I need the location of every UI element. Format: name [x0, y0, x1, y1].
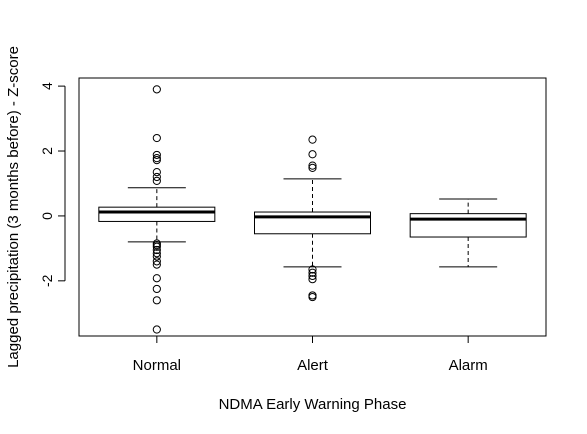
- outlier-point: [152, 257, 161, 266]
- outlier-point: [152, 156, 161, 165]
- outlier-point: [152, 252, 161, 261]
- box-alert: [254, 135, 371, 302]
- outlier-point: [308, 135, 317, 144]
- x-axis-label: NDMA Early Warning Phase: [219, 396, 407, 413]
- outlier-point: [152, 176, 161, 185]
- outlier-point: [152, 85, 161, 94]
- y-tick-label: 2: [39, 147, 55, 155]
- outlier-point: [308, 161, 317, 170]
- iqr-box: [409, 213, 527, 238]
- outlier-point: [308, 268, 317, 277]
- outlier-point: [308, 265, 317, 274]
- outlier-point: [152, 284, 161, 294]
- outlier-point: [308, 291, 317, 300]
- iqr-box: [254, 211, 371, 235]
- box-group: [98, 85, 527, 334]
- y-tick-label: 0: [39, 212, 55, 220]
- outlier-point: [152, 260, 161, 269]
- outlier-point: [152, 150, 161, 160]
- x-tick-label: Alert: [297, 357, 329, 374]
- outlier-point: [152, 168, 161, 177]
- outlier-point: [308, 292, 317, 302]
- iqr-box: [98, 206, 216, 222]
- y-axis-label: Lagged precipitation (3 months before) -…: [5, 46, 22, 368]
- x-tick-label: Normal: [133, 357, 181, 374]
- y-axis: -2 0 2 4: [39, 82, 66, 287]
- y-tick-label: -2: [39, 274, 55, 287]
- box-normal: [98, 85, 216, 334]
- box-alarm: [409, 198, 527, 268]
- x-axis: Normal Alert Alarm: [133, 335, 488, 374]
- outlier-point: [152, 172, 161, 182]
- outlier-point: [152, 274, 161, 283]
- outlier-point: [308, 163, 317, 172]
- y-tick-label: 4: [39, 82, 55, 90]
- outlier-point: [152, 296, 161, 305]
- outlier-point: [152, 249, 161, 258]
- outlier-point: [152, 133, 161, 143]
- outlier-point: [152, 325, 161, 334]
- outlier-point: [152, 242, 161, 251]
- outlier-point: [152, 245, 161, 255]
- outlier-point: [308, 271, 317, 281]
- outlier-point: [308, 275, 317, 284]
- outlier-point: [308, 150, 317, 159]
- x-tick-label: Alarm: [449, 357, 488, 374]
